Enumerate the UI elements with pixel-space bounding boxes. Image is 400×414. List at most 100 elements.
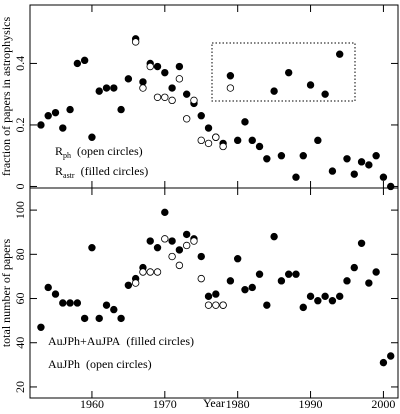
data-point bbox=[175, 246, 184, 254]
bottom-frame bbox=[29, 187, 399, 399]
y-tick-label: 100 bbox=[13, 201, 27, 219]
x-tick-label: 1960 bbox=[80, 397, 104, 409]
data-point bbox=[197, 252, 205, 261]
data-point bbox=[357, 158, 366, 166]
data-point bbox=[66, 105, 74, 114]
data-point bbox=[37, 323, 45, 331]
data-point bbox=[153, 268, 162, 276]
data-point bbox=[131, 38, 140, 46]
data-point bbox=[255, 142, 264, 151]
data-point bbox=[197, 274, 205, 283]
data-point bbox=[284, 68, 293, 77]
data-point bbox=[51, 290, 60, 298]
x-tick-label: 1970 bbox=[153, 0, 177, 3]
data-point bbox=[270, 232, 278, 241]
data-point bbox=[161, 93, 169, 101]
x-tick-label: 1970 bbox=[153, 397, 177, 409]
y-tick-label: 80 bbox=[13, 248, 27, 260]
legend-subscript: astr bbox=[63, 171, 75, 180]
data-point bbox=[190, 237, 198, 245]
legend-suffix: (open circles) bbox=[86, 357, 152, 371]
data-point bbox=[161, 208, 169, 217]
data-point bbox=[110, 84, 118, 92]
data-point bbox=[350, 263, 358, 272]
data-point bbox=[168, 252, 176, 261]
data-point bbox=[350, 170, 358, 178]
data-point bbox=[321, 292, 329, 301]
data-point bbox=[336, 292, 344, 301]
data-point bbox=[204, 139, 213, 148]
legend-name: AuJPh+AuJPA bbox=[48, 334, 121, 348]
y-tick-label: 0.4 bbox=[13, 56, 27, 71]
data-point bbox=[284, 270, 293, 278]
data-point bbox=[161, 68, 169, 77]
data-point bbox=[212, 301, 220, 309]
data-point bbox=[59, 299, 67, 307]
data-point bbox=[80, 56, 89, 65]
x-tick-label: 1990 bbox=[299, 0, 323, 3]
legend-name: R bbox=[55, 144, 63, 158]
data-point bbox=[124, 281, 133, 289]
data-point bbox=[263, 155, 271, 163]
legend-name: AuJPh bbox=[48, 357, 80, 371]
data-point bbox=[161, 235, 169, 243]
data-point bbox=[343, 155, 351, 163]
data-point bbox=[95, 87, 103, 95]
data-point bbox=[387, 352, 395, 360]
data-point bbox=[292, 270, 300, 278]
data-point bbox=[168, 237, 176, 245]
data-point bbox=[248, 136, 256, 145]
legend-suffix: (filled circles) bbox=[126, 334, 194, 348]
legend-name: R bbox=[55, 164, 63, 178]
legend-entry: Rastr (filled circles) bbox=[55, 164, 148, 180]
data-point bbox=[59, 124, 67, 132]
data-point bbox=[212, 290, 220, 298]
y-tick-label: 60 bbox=[13, 293, 27, 305]
data-point bbox=[233, 136, 242, 145]
data-point bbox=[182, 90, 191, 98]
data-point bbox=[146, 237, 154, 245]
data-point bbox=[73, 299, 82, 307]
data-point bbox=[226, 277, 235, 285]
y-tick-label: 0 bbox=[13, 183, 27, 189]
data-point bbox=[328, 297, 337, 305]
data-point bbox=[226, 84, 235, 92]
data-point bbox=[146, 268, 154, 276]
data-point bbox=[139, 268, 147, 276]
y-axis-label: fraction of papers in astrophysics bbox=[0, 17, 13, 177]
top-frame bbox=[29, 4, 399, 189]
data-point bbox=[168, 96, 176, 105]
data-point bbox=[336, 50, 344, 58]
data-point bbox=[306, 81, 315, 89]
data-point bbox=[88, 243, 96, 252]
data-point bbox=[117, 314, 125, 323]
data-point bbox=[299, 152, 307, 160]
data-point bbox=[73, 59, 82, 68]
data-point bbox=[379, 358, 388, 367]
legend-suffix: (open circles) bbox=[77, 144, 143, 158]
data-point bbox=[343, 277, 351, 285]
data-point bbox=[175, 75, 184, 83]
data-point bbox=[182, 115, 191, 123]
legend-suffix: (filled circles) bbox=[81, 164, 149, 178]
data-point bbox=[365, 279, 373, 287]
data-point bbox=[197, 112, 205, 120]
data-point bbox=[248, 283, 256, 292]
legend-entry: Rph (open circles) bbox=[55, 144, 143, 160]
data-point bbox=[153, 93, 162, 101]
data-point bbox=[131, 279, 140, 287]
y-axis-label: total number of papers bbox=[0, 239, 13, 348]
y-tick-label: 0.2 bbox=[13, 117, 27, 132]
data-point bbox=[197, 136, 205, 145]
data-point bbox=[66, 299, 74, 307]
highlight-box bbox=[211, 42, 356, 102]
data-point bbox=[372, 268, 380, 276]
data-point bbox=[219, 142, 227, 151]
data-point bbox=[175, 62, 184, 71]
x-tick-label: 1960 bbox=[80, 0, 104, 3]
y-tick-label: 40 bbox=[13, 337, 27, 349]
data-point bbox=[328, 167, 337, 175]
data-point bbox=[168, 84, 176, 92]
data-point bbox=[379, 173, 388, 181]
data-point bbox=[321, 90, 329, 98]
